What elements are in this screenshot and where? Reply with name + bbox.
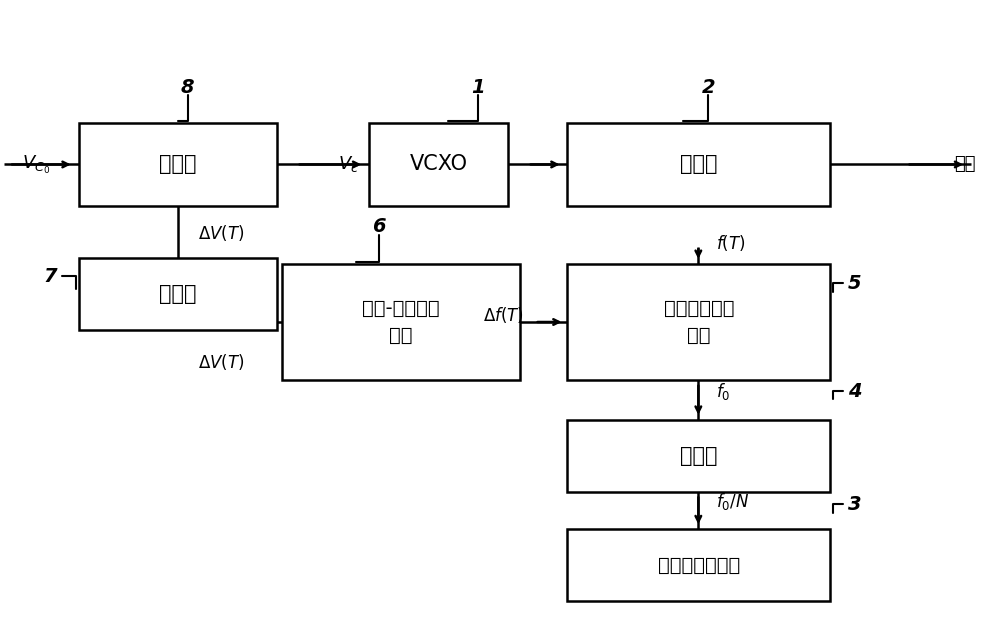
Text: 6: 6 (372, 217, 386, 236)
Text: 5: 5 (848, 274, 862, 293)
FancyBboxPatch shape (369, 123, 508, 206)
Text: $V_c$: $V_c$ (338, 155, 359, 175)
Text: $\Delta V(\mathbf{\mathit{T}})$: $\Delta V(\mathbf{\mathit{T}})$ (198, 352, 244, 372)
FancyBboxPatch shape (79, 258, 277, 330)
Text: 滤波器: 滤波器 (159, 285, 196, 305)
FancyBboxPatch shape (79, 123, 277, 206)
Text: $f(\mathbf{\mathit{T}})$: $f(\mathbf{\mathit{T}})$ (716, 233, 746, 253)
Text: 3: 3 (848, 495, 862, 514)
Text: $f_0$: $f_0$ (716, 381, 731, 402)
Text: 功分器: 功分器 (680, 155, 718, 175)
Text: $f_0/N$: $f_0/N$ (716, 491, 750, 512)
FancyBboxPatch shape (567, 529, 830, 601)
Text: 4: 4 (848, 382, 862, 401)
Text: 2: 2 (701, 77, 715, 97)
FancyBboxPatch shape (567, 264, 830, 380)
Text: $\Delta f(\mathbf{\mathit{T}})$: $\Delta f(\mathbf{\mathit{T}})$ (483, 305, 524, 325)
Text: 1: 1 (471, 77, 485, 97)
Text: 倍频器: 倍频器 (680, 446, 718, 466)
Text: VCXO: VCXO (410, 155, 468, 175)
Text: $V_{C_0}$: $V_{C_0}$ (22, 153, 50, 176)
Text: 低频信号发生器: 低频信号发生器 (658, 556, 740, 574)
FancyBboxPatch shape (282, 264, 520, 380)
Text: 频率偏差计算
模块: 频率偏差计算 模块 (664, 299, 734, 345)
FancyBboxPatch shape (567, 123, 830, 206)
FancyBboxPatch shape (567, 420, 830, 492)
Text: 频率-电压转换
模块: 频率-电压转换 模块 (362, 299, 440, 345)
Text: 8: 8 (181, 77, 194, 97)
Text: $\Delta V(\mathbf{\mathit{T}})$: $\Delta V(\mathbf{\mathit{T}})$ (198, 223, 244, 243)
Text: 输出: 输出 (954, 155, 976, 173)
Text: 7: 7 (43, 267, 57, 286)
Text: 加法器: 加法器 (159, 155, 196, 175)
